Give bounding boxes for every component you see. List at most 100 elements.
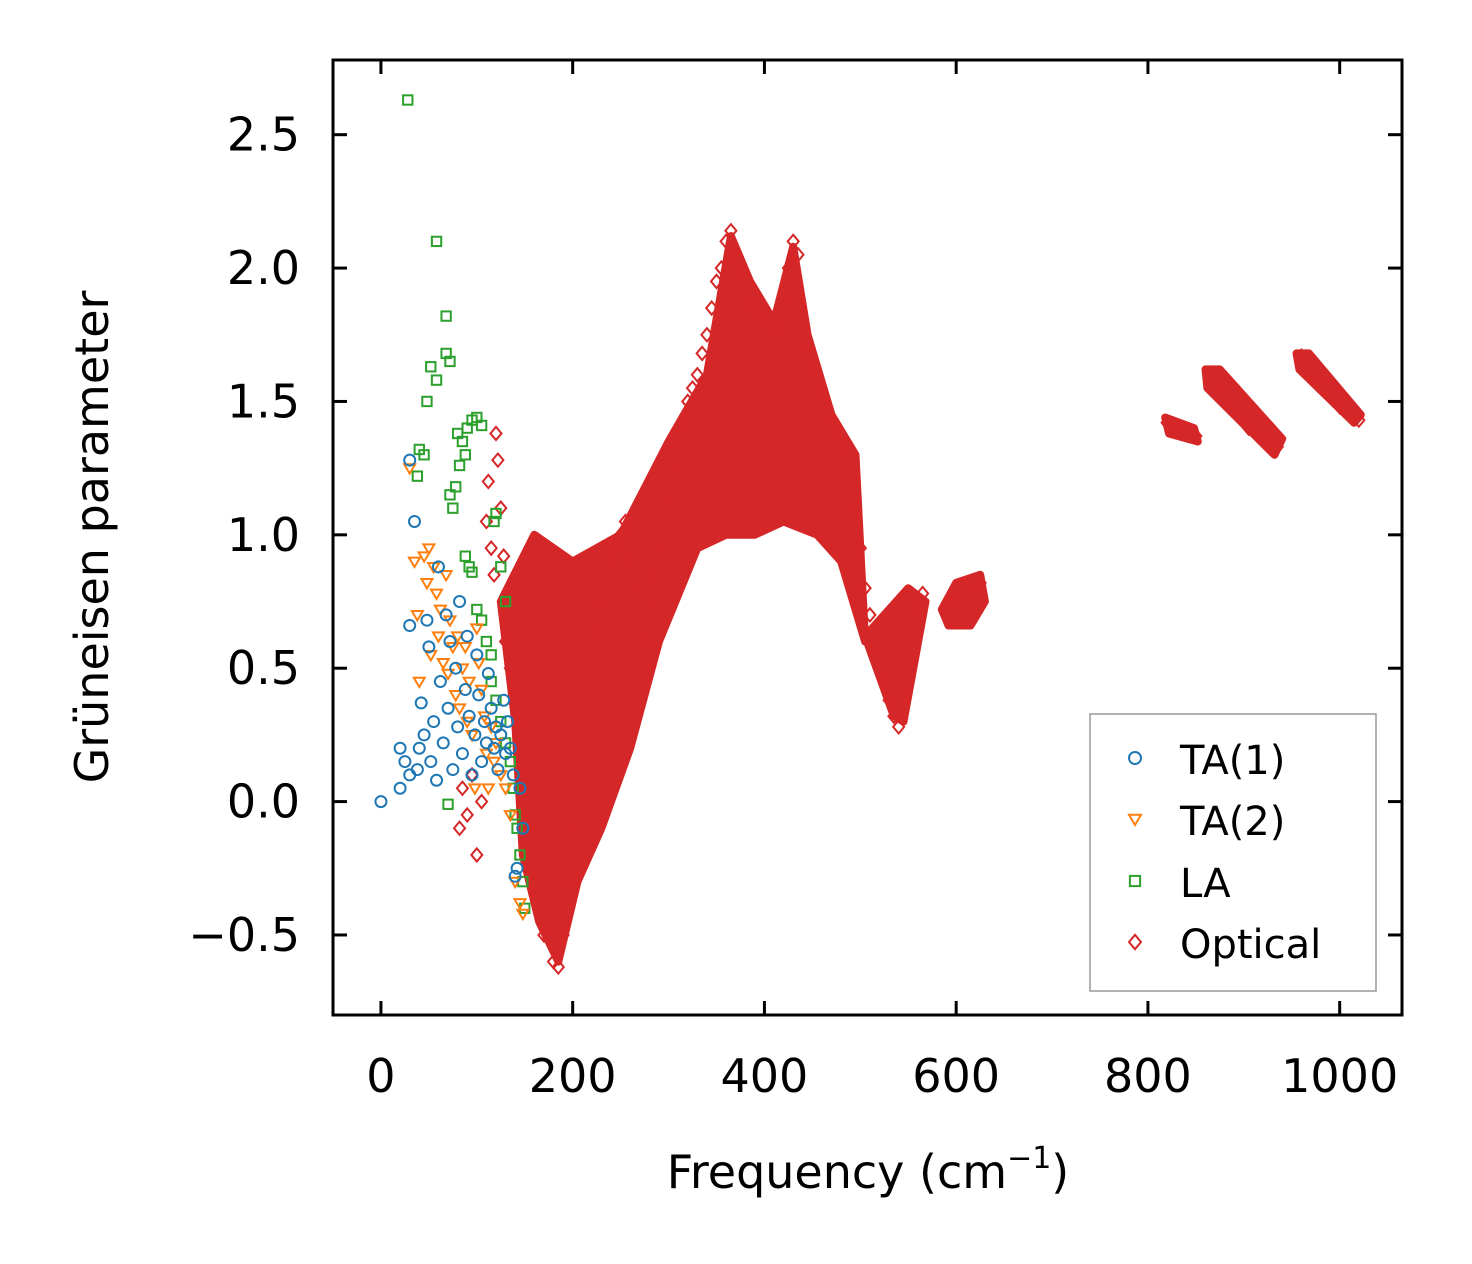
point-optical-57 (704, 299, 719, 317)
point-optical-17 (513, 713, 527, 730)
point-ta2-13 (438, 569, 454, 583)
point-optical-51 (676, 414, 690, 431)
point-optical-93 (882, 692, 896, 709)
point-ta1-27 (455, 747, 469, 761)
point-ta1-14 (424, 755, 438, 769)
point-optical-101 (939, 601, 954, 618)
point-optical-33 (589, 620, 604, 637)
optical-dense-region-5 (1201, 365, 1287, 459)
point-optical-80 (815, 387, 829, 405)
point-ta1-0 (374, 795, 388, 809)
point-ta1-21 (441, 701, 455, 715)
point-optical-49 (666, 459, 681, 477)
y-tick-label-1: 0.0 (227, 775, 300, 829)
point-ta1-46 (500, 715, 514, 729)
point-optical-42 (632, 606, 647, 624)
point-optical-23 (541, 913, 556, 930)
point-la-25 (471, 603, 483, 616)
legend-label-optical: Optical (1180, 922, 1321, 968)
point-optical-124 (1352, 411, 1366, 429)
optical-dense-region-1 (496, 232, 870, 966)
point-optical-50 (671, 433, 685, 450)
point-ta1-2 (393, 741, 407, 755)
point-ta1-50 (510, 861, 524, 875)
point-ta1-12 (420, 613, 434, 627)
point-ta1-9 (412, 741, 426, 755)
point-la-44 (442, 798, 454, 810)
point-optical-20 (527, 820, 542, 837)
point-la-16 (475, 419, 488, 432)
point-optical-87 (848, 499, 863, 517)
point-optical-39 (618, 513, 633, 530)
point-optical-108 (1179, 425, 1194, 442)
point-optical-103 (958, 585, 973, 602)
point-ta1-3 (398, 755, 412, 769)
point-ta1-52 (516, 821, 530, 835)
y-axis-title: Grüneisen parameter (65, 290, 119, 783)
point-ta2-6 (421, 543, 437, 556)
point-optical-121 (1323, 387, 1337, 405)
point-ta2-40 (515, 908, 531, 922)
point-ta1-15 (427, 715, 441, 729)
point-la-27 (480, 635, 493, 648)
point-optical-16 (508, 686, 522, 704)
point-optical-111 (1213, 379, 1227, 397)
x-tick-label-5: 1000 (1281, 1049, 1398, 1103)
point-ta2-18 (450, 631, 465, 644)
point-optical-104 (968, 580, 983, 597)
point-optical-89 (858, 580, 872, 597)
point-ta1-36 (477, 715, 491, 729)
point-ta1-13 (422, 640, 436, 654)
point-ta2-38 (507, 876, 523, 890)
point-ta2-30 (479, 748, 494, 762)
point-ta2-10 (431, 631, 446, 644)
point-optical-68 (757, 313, 772, 330)
point-optical-61 (724, 222, 738, 239)
point-optical-3 (465, 766, 479, 784)
point-la-9 (418, 449, 430, 461)
point-la-17 (453, 459, 466, 472)
point-optical-56 (700, 326, 714, 343)
point-ta2-0 (402, 463, 417, 476)
x-tick-label-2: 400 (721, 1049, 809, 1103)
point-optical-115 (1251, 427, 1265, 445)
point-la-19 (444, 489, 456, 501)
point-la-4 (425, 361, 437, 373)
point-la-5 (430, 374, 443, 386)
point-optical-44 (642, 593, 657, 610)
point-optical-90 (863, 606, 877, 624)
point-optical-21 (532, 873, 546, 890)
point-la-6 (444, 355, 456, 368)
point-ta1-29 (460, 629, 474, 643)
point-optical-98 (906, 620, 920, 637)
point-la-40 (511, 822, 523, 834)
point-optical-123 (1342, 406, 1357, 423)
point-optical-58 (709, 273, 724, 290)
scatter-points (374, 94, 1366, 976)
point-ta1-47 (503, 741, 517, 755)
point-ta1-18 (433, 675, 447, 689)
point-ta1-6 (403, 453, 417, 467)
x-axis-title-superscript: −1 (1007, 1141, 1051, 1176)
point-optical-7 (481, 473, 496, 490)
point-ta1-24 (449, 661, 463, 675)
point-optical-119 (1304, 361, 1318, 378)
point-optical-18 (517, 740, 532, 757)
point-la-12 (456, 435, 469, 448)
point-optical-120 (1313, 374, 1328, 391)
point-optical-86 (843, 459, 858, 477)
point-optical-81 (819, 398, 834, 415)
point-optical-96 (896, 686, 911, 704)
point-ta2-19 (452, 703, 467, 716)
point-la-21 (447, 502, 459, 514)
point-la-1 (430, 235, 443, 248)
point-optical-77 (800, 339, 815, 357)
point-ta2-31 (481, 783, 496, 796)
point-optical-72 (776, 291, 791, 309)
point-ta2-12 (436, 658, 451, 671)
x-axis-ticks: 0 200 400 600 800 1000 (366, 60, 1398, 1103)
point-ta1-33 (470, 648, 484, 662)
point-optical-91 (872, 646, 887, 664)
legend-marker-la (1128, 874, 1142, 888)
point-optical-99 (911, 601, 925, 618)
